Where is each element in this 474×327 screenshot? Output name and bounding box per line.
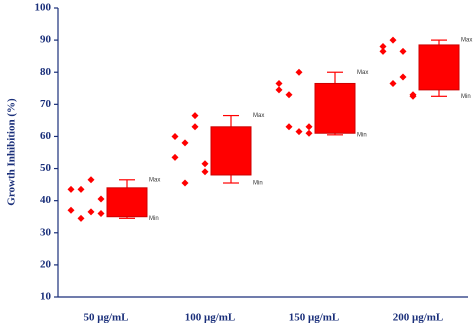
- y-tick-label: 70: [40, 98, 52, 110]
- point: [305, 129, 313, 137]
- y-tick-label: 10: [40, 291, 52, 303]
- x-tick-label: 150 μg/mL: [289, 312, 340, 324]
- y-tick-label: 50: [40, 162, 52, 174]
- max-label: Max: [253, 113, 264, 119]
- min-label: Min: [149, 216, 159, 222]
- x-tick-label: 100 μg/mL: [185, 312, 236, 324]
- min-label: Min: [461, 94, 471, 100]
- y-tick-label: 100: [35, 2, 52, 14]
- min-label: Min: [357, 132, 367, 138]
- point: [379, 47, 387, 55]
- box: [418, 44, 460, 91]
- point: [285, 91, 293, 99]
- point: [67, 206, 75, 214]
- point: [409, 92, 417, 100]
- point: [191, 112, 199, 120]
- max-label: Max: [149, 177, 160, 183]
- y-tick-label: 20: [40, 258, 52, 270]
- box: [106, 187, 148, 218]
- box: [210, 126, 252, 176]
- point: [77, 214, 85, 222]
- point: [87, 176, 95, 184]
- point: [77, 185, 85, 193]
- x-tick-label: 200 μg/mL: [393, 312, 444, 324]
- point: [67, 185, 75, 193]
- y-axis-label: Growth Inhibition (%): [6, 98, 18, 206]
- point: [389, 36, 397, 44]
- point: [201, 160, 209, 168]
- point: [181, 139, 189, 147]
- y-tick-label: 40: [40, 194, 52, 206]
- point: [379, 43, 387, 51]
- point: [97, 195, 105, 203]
- point: [191, 123, 199, 131]
- box: [314, 82, 356, 134]
- y-tick-label: 30: [40, 226, 52, 238]
- y-tick-label: 60: [40, 130, 52, 142]
- max-label: Max: [461, 38, 472, 44]
- point: [295, 68, 303, 76]
- point: [87, 208, 95, 216]
- point: [295, 128, 303, 136]
- min-label: Min: [253, 181, 263, 187]
- y-tick-label: 80: [40, 66, 52, 78]
- point: [399, 47, 407, 55]
- point: [399, 73, 407, 81]
- point: [201, 168, 209, 176]
- point: [171, 153, 179, 161]
- point: [389, 79, 397, 87]
- x-tick-label: 50 μg/mL: [83, 312, 128, 324]
- point: [275, 79, 283, 87]
- point: [275, 86, 283, 94]
- point: [171, 132, 179, 140]
- point: [97, 210, 105, 218]
- max-label: Max: [357, 70, 368, 76]
- y-tick-label: 90: [40, 34, 52, 46]
- point: [305, 123, 313, 131]
- point: [181, 179, 189, 187]
- point: [285, 123, 293, 131]
